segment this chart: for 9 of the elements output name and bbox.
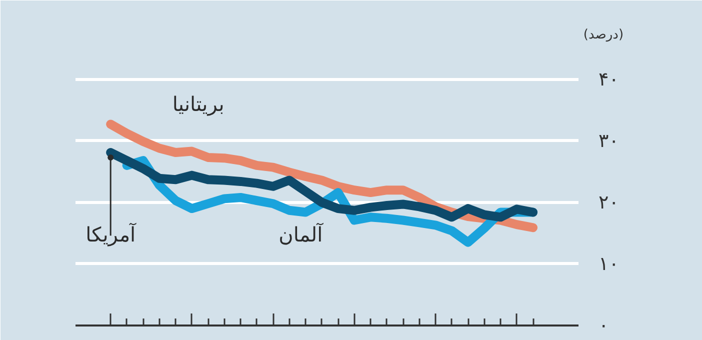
y-tick-label: ۲۰ (598, 191, 619, 214)
y-tick-label: ۴۰ (598, 68, 619, 90)
y-tick-label: ۳۰ (598, 130, 619, 152)
y-axis-title: (درصد) (583, 28, 624, 42)
y-tick-label: ۰ (598, 314, 609, 336)
series-label: آلمان (278, 222, 324, 247)
y-tick-label: ۱۰ (598, 252, 619, 275)
text: آمریکا (86, 222, 138, 247)
series-label: بریتانیا (172, 92, 224, 116)
